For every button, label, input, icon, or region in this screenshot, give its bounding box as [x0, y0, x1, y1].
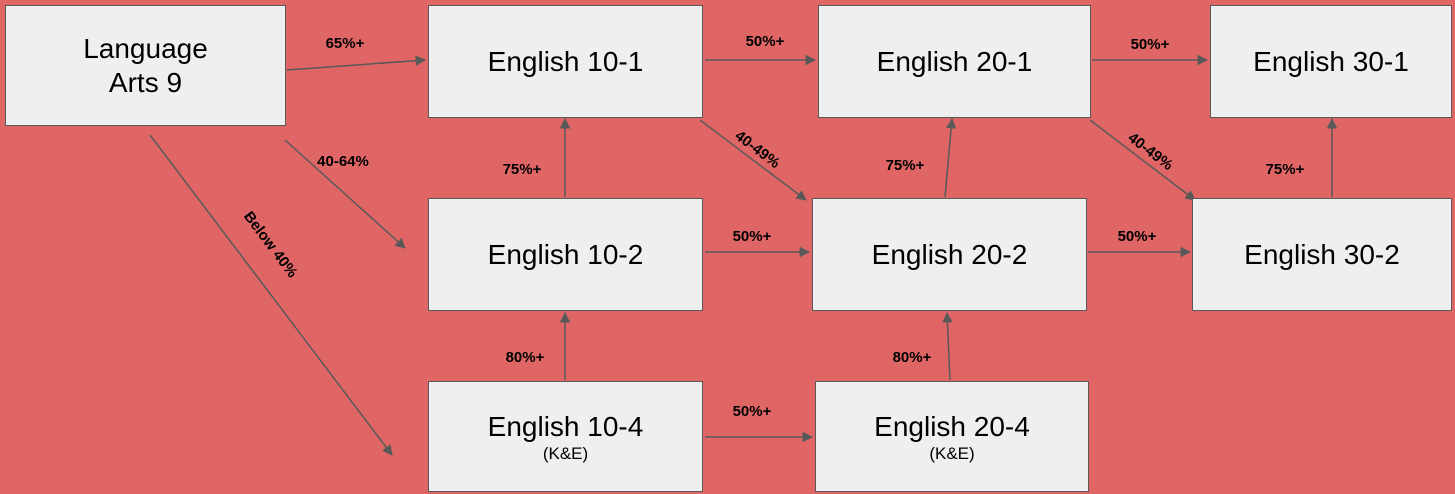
edge-label: 40-64% [317, 153, 369, 170]
arrow [699, 119, 807, 201]
node: English 20-2 [812, 198, 1087, 311]
node-sublabel: (K&E) [542, 443, 589, 463]
edge-label: 50%+ [733, 403, 772, 420]
node-label: English 20-1 [876, 45, 1033, 77]
edge-label: 50%+ [1118, 228, 1157, 245]
node-label: English 30-1 [1253, 45, 1409, 77]
arrow [149, 134, 393, 456]
arrow [942, 311, 953, 381]
node-label: English 10-1 [487, 45, 644, 77]
node: Language Arts 9 [5, 5, 286, 126]
edge-label: 80%+ [506, 349, 545, 366]
node-label: English 20-4 [874, 410, 1030, 442]
edge-label: 75%+ [1266, 161, 1305, 178]
arrow [284, 139, 406, 249]
edge-label: 50%+ [746, 33, 785, 50]
node-label: English 10-4 [487, 410, 644, 442]
node-label: English 20-2 [871, 238, 1028, 270]
edge-label: 65%+ [326, 35, 365, 52]
node-label: Language Arts 9 [83, 32, 208, 98]
node-sublabel: (K&E) [929, 443, 975, 463]
edge-label: 50%+ [1131, 36, 1170, 53]
arrow [286, 55, 427, 71]
node: English 10-2 [428, 198, 703, 311]
edge-label: 50%+ [733, 228, 772, 245]
edge-label: 80%+ [893, 349, 932, 366]
edge-label: 75%+ [886, 157, 925, 174]
node: English 10-1 [428, 5, 703, 118]
edge-label: Below 40% [240, 208, 301, 281]
arrow [944, 117, 957, 198]
node: English 10-4 (K&E) [428, 381, 703, 492]
node: English 30-1 [1210, 5, 1452, 118]
arrow [1089, 119, 1196, 201]
node: English 30-2 [1192, 198, 1452, 311]
node-label: English 10-2 [487, 238, 644, 270]
node-label: English 30-2 [1244, 238, 1400, 270]
node: English 20-4 (K&E) [815, 381, 1089, 492]
node: English 20-1 [818, 5, 1091, 118]
edge-label: 75%+ [503, 161, 542, 178]
